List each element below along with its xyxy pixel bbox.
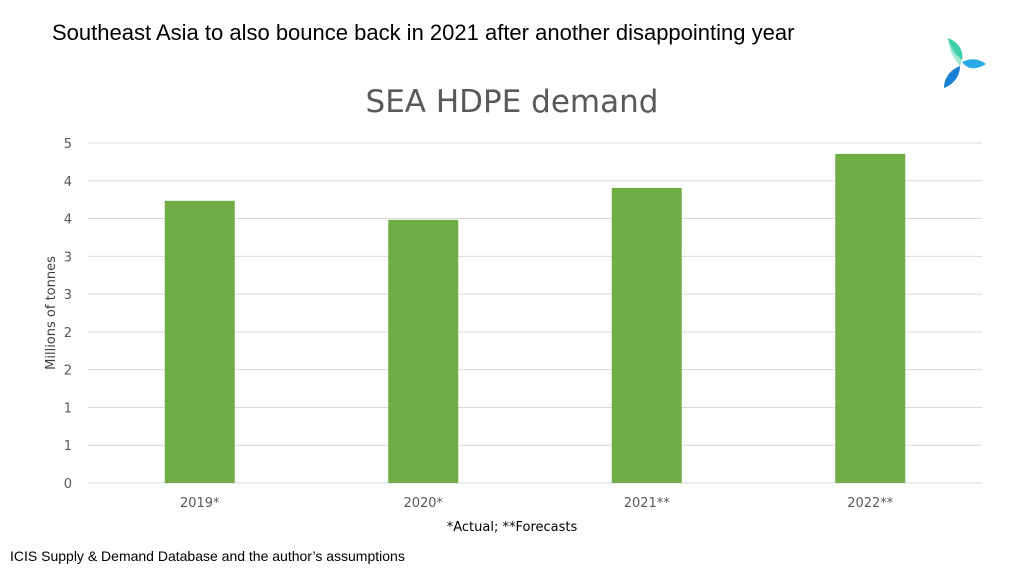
bar (611, 187, 682, 483)
y-tick-label: 0 (64, 477, 72, 492)
y-tick-label: 3 (64, 250, 72, 265)
bar (388, 219, 459, 483)
chart-title: SEA HDPE demand (365, 84, 659, 120)
x-tick-label: 2019* (180, 496, 220, 511)
source-note: ICIS Supply & Demand Database and the au… (10, 548, 405, 564)
slide-title: Southeast Asia to also bounce back in 20… (52, 20, 795, 45)
y-tick-label: 4 (64, 175, 72, 190)
y-axis-title: Millions of tonnes (44, 256, 59, 370)
y-tick-label: 2 (64, 364, 72, 379)
y-tick-label: 1 (64, 401, 72, 416)
chart-footnote: *Actual; **Forecasts (446, 520, 578, 535)
y-tick-label: 2 (64, 326, 72, 341)
x-tick-label: 2021** (624, 496, 671, 511)
x-tick-label: 2020* (403, 496, 443, 511)
triangle-swirl-logo-icon (944, 38, 986, 88)
y-tick-label: 5 (64, 137, 72, 152)
bar (835, 153, 906, 483)
y-tick-label: 3 (64, 288, 72, 303)
x-tick-label: 2022** (847, 496, 894, 511)
y-tick-label: 4 (64, 213, 72, 228)
bar (164, 200, 235, 484)
y-tick-label: 1 (64, 439, 72, 454)
